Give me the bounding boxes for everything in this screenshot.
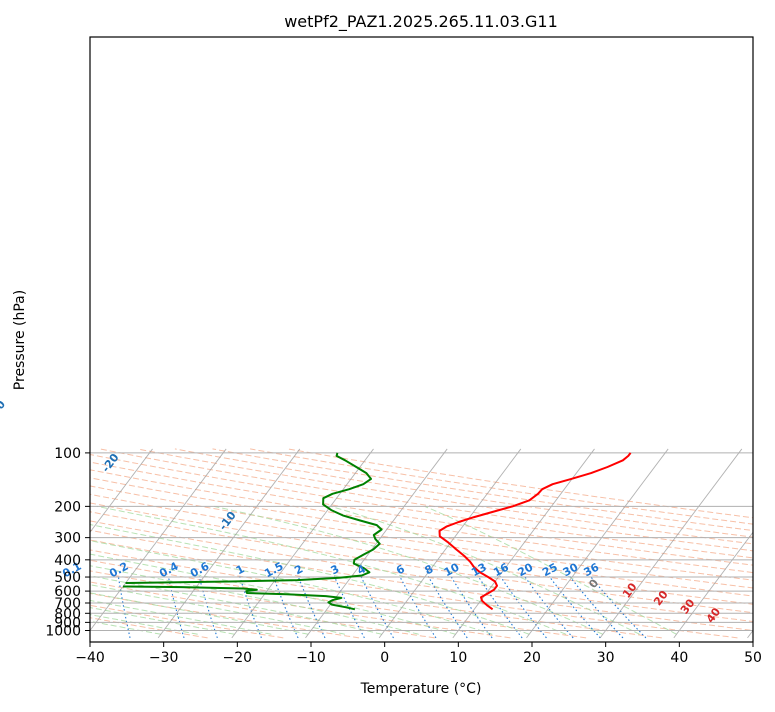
x-tick-label: −10	[296, 650, 326, 666]
x-tick-label: −30	[149, 650, 179, 666]
x-axis-label: Temperature (°C)	[360, 681, 482, 697]
x-tick-label: −20	[223, 650, 253, 666]
x-tick-label: 0	[380, 650, 389, 666]
y-tick-label: 600	[54, 584, 81, 600]
y-tick-label: 300	[54, 531, 81, 547]
y-tick-label: 500	[54, 570, 81, 586]
chart-title: wetPf2_PAZ1.2025.265.11.03.G11	[284, 12, 558, 32]
y-tick-label: 400	[54, 553, 81, 569]
x-tick-label: 20	[523, 650, 541, 666]
y-tick-label: 100	[54, 446, 81, 462]
x-tick-label: 50	[744, 650, 762, 666]
x-tick-label: −40	[75, 650, 105, 666]
x-tick-label: 10	[449, 650, 467, 666]
x-tick-label: 30	[597, 650, 615, 666]
y-tick-label: 200	[54, 499, 81, 515]
x-tick-label: 40	[670, 650, 688, 666]
y-axis-label: Pressure (hPa)	[12, 290, 28, 390]
